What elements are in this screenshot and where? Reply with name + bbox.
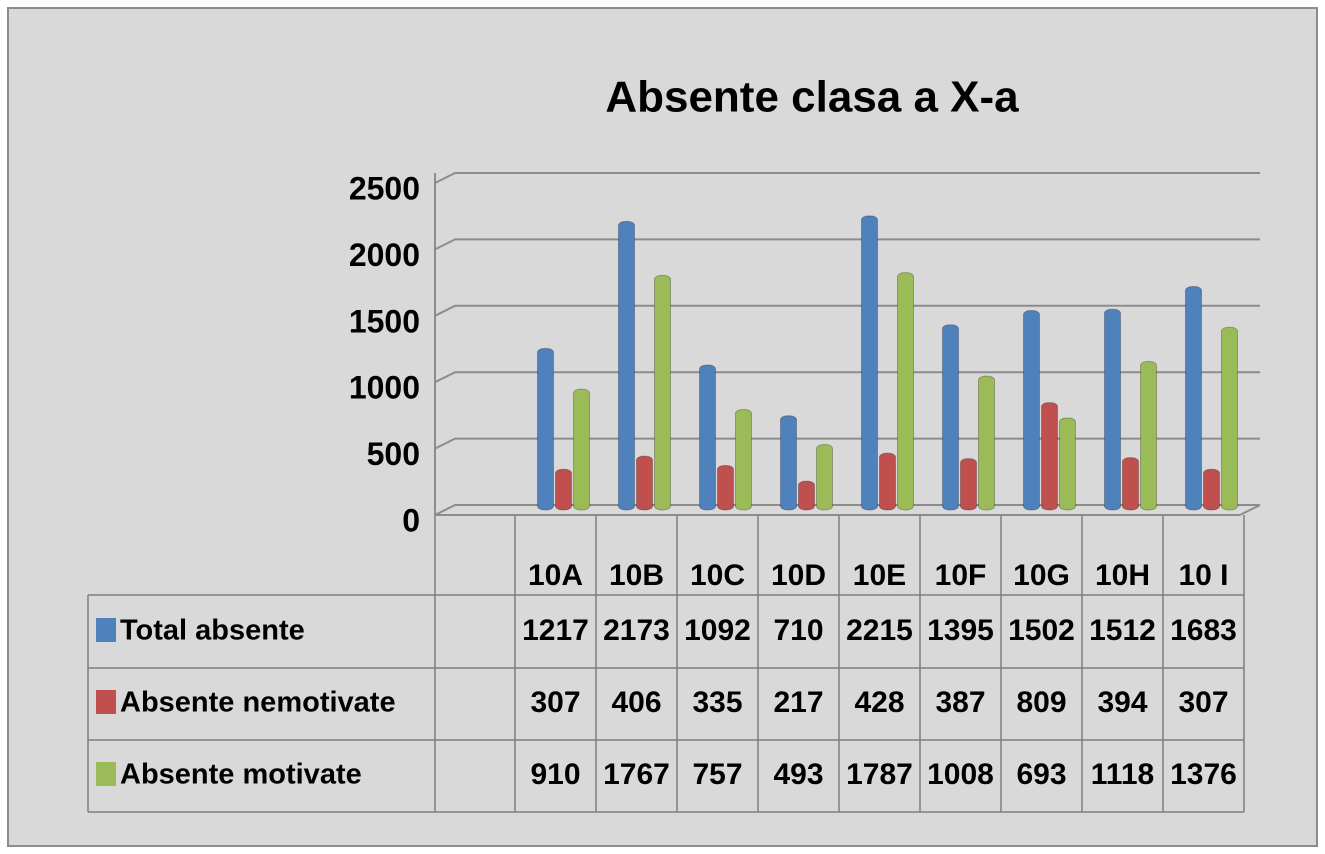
y-tick-label: 1000 <box>349 370 420 406</box>
bar <box>618 220 635 511</box>
bar <box>942 324 959 511</box>
table-value: 1118 <box>1091 758 1154 791</box>
legend-swatch <box>96 762 116 786</box>
bar <box>1221 326 1238 511</box>
bar <box>1023 310 1040 511</box>
bar <box>555 468 572 511</box>
bar <box>1203 468 1220 511</box>
bar <box>735 408 752 511</box>
table-value: 1217 <box>522 614 589 647</box>
x-tick-label: 10 I <box>1178 559 1228 592</box>
bar <box>654 274 671 511</box>
table-value: 387 <box>935 686 985 719</box>
bar <box>978 375 995 511</box>
grid-line <box>434 304 1260 317</box>
table-value: 1008 <box>927 758 994 791</box>
table-value: 1683 <box>1170 614 1237 647</box>
table-value: 1092 <box>684 614 751 647</box>
table-value: 710 <box>773 614 823 647</box>
table-value: 307 <box>530 686 580 719</box>
table-value: 809 <box>1016 686 1066 719</box>
bar <box>1041 402 1058 511</box>
table-value: 2173 <box>603 614 670 647</box>
y-tick-label: 2000 <box>349 237 420 273</box>
x-tick-label: 10D <box>771 559 826 592</box>
bar <box>699 364 716 511</box>
table-value: 428 <box>854 686 904 719</box>
legend-label: Absente motivate <box>120 759 362 791</box>
table-value: 693 <box>1016 758 1066 791</box>
legend-label: Absente nemotivate <box>120 687 396 719</box>
table-value: 1512 <box>1089 614 1156 647</box>
bar <box>636 455 653 511</box>
x-tick-label: 10B <box>609 559 664 592</box>
legend-swatch <box>96 618 116 642</box>
y-tick-label: 0 <box>402 502 420 538</box>
bar <box>780 415 797 511</box>
bar <box>1059 417 1076 511</box>
grid-line <box>434 238 1260 251</box>
table-value: 910 <box>530 758 580 791</box>
legend-swatch <box>96 690 116 714</box>
grid-line <box>434 371 1260 384</box>
table-value: 217 <box>773 686 823 719</box>
table-value: 1787 <box>846 758 913 791</box>
bar <box>1104 308 1121 511</box>
bar <box>537 347 554 511</box>
bar <box>960 458 977 511</box>
bar <box>1122 457 1139 511</box>
bar <box>1140 361 1157 511</box>
bar <box>717 465 734 511</box>
x-tick-label: 10C <box>690 559 745 592</box>
x-tick-label: 10G <box>1013 559 1070 592</box>
bar <box>861 215 878 511</box>
table-value: 493 <box>773 758 823 791</box>
x-tick-label: 10F <box>935 559 987 592</box>
table-value: 1502 <box>1008 614 1075 647</box>
bar <box>879 452 896 511</box>
data-table <box>87 515 1244 813</box>
y-tick-label: 1500 <box>349 303 420 339</box>
bar <box>798 480 815 511</box>
chart-title: Absente clasa a X-a <box>605 73 1019 122</box>
x-tick-label: 10H <box>1095 559 1150 592</box>
bar <box>573 388 590 511</box>
y-tick-label: 500 <box>367 436 420 472</box>
legend-label: Total absente <box>120 615 305 647</box>
table-value: 406 <box>611 686 661 719</box>
table-value: 307 <box>1178 686 1228 719</box>
bar <box>897 272 914 511</box>
table-value: 1376 <box>1170 758 1237 791</box>
table-value: 1767 <box>603 758 670 791</box>
table-value: 335 <box>692 686 742 719</box>
x-tick-label: 10A <box>528 559 583 592</box>
table-value: 394 <box>1097 686 1147 719</box>
y-tick-label: 2500 <box>349 170 420 206</box>
x-tick-label: 10E <box>853 559 906 592</box>
grid-line <box>434 172 1260 184</box>
floor-edge <box>1239 504 1261 516</box>
bar <box>1185 285 1202 511</box>
table-value: 2215 <box>846 614 913 647</box>
table-value: 757 <box>692 758 742 791</box>
bar <box>816 444 833 511</box>
table-value: 1395 <box>927 614 994 647</box>
